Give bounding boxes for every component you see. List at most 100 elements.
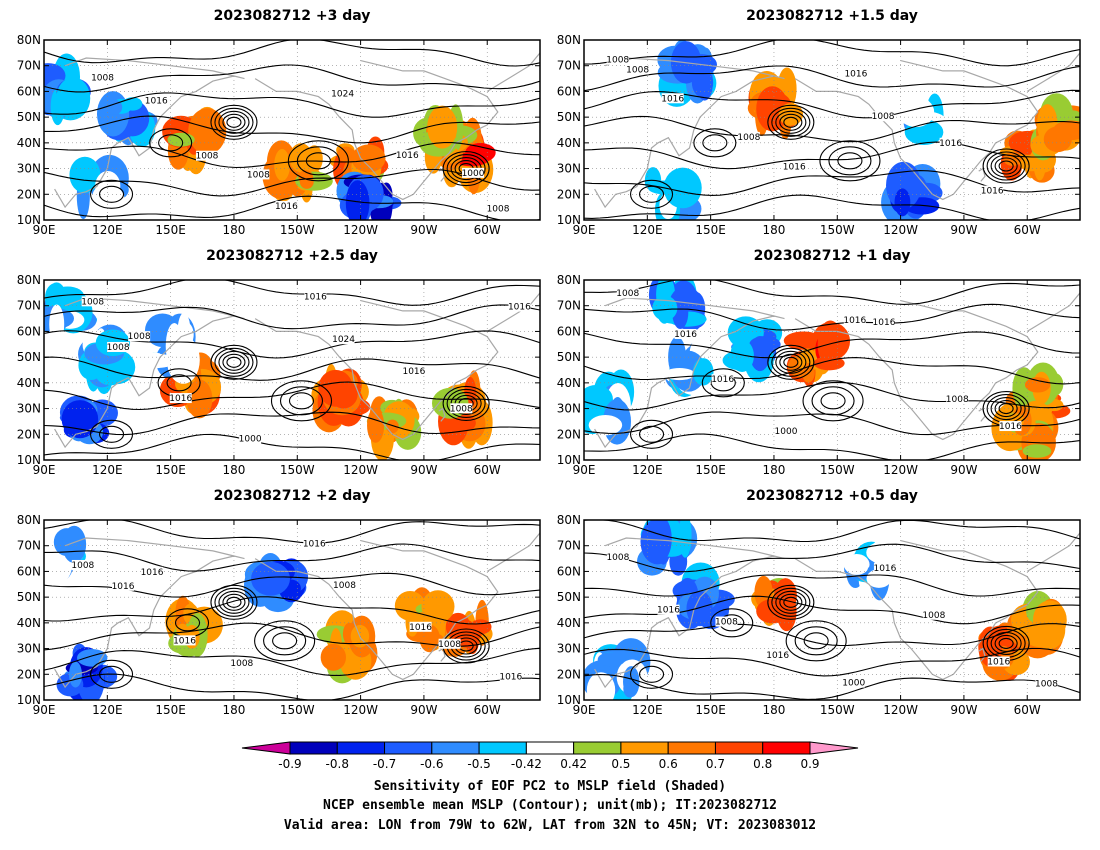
contour-label: 1000 bbox=[462, 169, 485, 179]
lon-tick-label: 120W bbox=[343, 703, 378, 717]
contour-label: 1008 bbox=[247, 170, 270, 180]
lat-tick-label: 20N bbox=[557, 427, 581, 441]
lon-tick-label: 120E bbox=[92, 463, 123, 477]
lon-tick-label: 150W bbox=[820, 463, 855, 477]
lat-tick-label: 50N bbox=[557, 110, 581, 124]
lat-tick-label: 20N bbox=[557, 187, 581, 201]
contour-label: 1016 bbox=[112, 582, 135, 592]
panel-frame bbox=[43, 39, 541, 221]
colorbar-swatch bbox=[289, 741, 338, 755]
panel-frame bbox=[583, 279, 1081, 461]
lat-tick-label: 80N bbox=[17, 273, 41, 287]
contour-label: 1008 bbox=[196, 152, 219, 162]
lon-tick-label: 120W bbox=[343, 463, 378, 477]
lon-tick-label: 90W bbox=[950, 223, 977, 237]
lon-tick-label: 90E bbox=[573, 223, 596, 237]
lon-tick-label: 90E bbox=[573, 463, 596, 477]
lon-tick-label: 90W bbox=[950, 703, 977, 717]
contour-label: 1024 bbox=[332, 335, 355, 345]
map-panel: 1008 1016 1016 1000 1016 1016 1008 1016 80N 70N 60… bbox=[557, 248, 1081, 477]
contour-labels: 1008 1016 1016 1000 1016 1016 1008 1016 bbox=[616, 288, 1022, 437]
lat-tick-label: 10N bbox=[17, 453, 41, 467]
lon-tick-label: 90W bbox=[410, 463, 437, 477]
lat-lon-grid bbox=[44, 520, 540, 700]
lon-tick-label: 120E bbox=[632, 223, 663, 237]
negative-sensitivity-shading bbox=[139, 306, 200, 384]
contour-label: 1016 bbox=[657, 606, 680, 616]
negative-sensitivity-shading bbox=[69, 154, 129, 220]
lat-tick-label: 80N bbox=[557, 33, 581, 47]
contour-labels: 1008 1016 1008 1008 1016 1024 1016 1000 1008 bbox=[91, 72, 510, 215]
colorbar-swatch bbox=[478, 741, 527, 755]
contour-label: 1016 bbox=[173, 636, 196, 646]
lon-tick-label: 90W bbox=[410, 703, 437, 717]
lon-tick-label: 150E bbox=[155, 223, 186, 237]
negative-sensitivity-shading bbox=[584, 638, 651, 700]
contour-labels: 1008 1016 1008 1016 1000 1016 1008 1016 1008 bbox=[606, 551, 1058, 689]
colorbar-swatch bbox=[573, 741, 622, 755]
colorbar-tick-label: -0.7 bbox=[373, 757, 396, 771]
lat-tick-label: 60N bbox=[17, 564, 41, 578]
contour-label: 1008 bbox=[946, 395, 969, 405]
lon-tick-label: 60W bbox=[474, 703, 501, 717]
panel-title: 2023082712 +2 day bbox=[214, 488, 371, 504]
contour-label: 1000 bbox=[775, 427, 798, 437]
lat-tick-label: 40N bbox=[557, 616, 581, 630]
contour-label: 1000 bbox=[239, 435, 262, 445]
lat-tick-label: 70N bbox=[557, 299, 581, 313]
panels-layer: 1008 1016 1008 1008 1016 1024 1016 1000 1008 80N 7… bbox=[17, 8, 1081, 717]
colorbar-tick-label: 0.42 bbox=[560, 757, 587, 771]
contour-label: 1016 bbox=[508, 303, 531, 313]
colorbar-swatch bbox=[336, 741, 386, 755]
lon-tick-label: 150W bbox=[280, 703, 315, 717]
lon-tick-label: 180 bbox=[223, 223, 246, 237]
lon-tick-label: 150E bbox=[695, 703, 726, 717]
positive-sensitivity-shading bbox=[311, 363, 371, 433]
negative-sensitivity-shading bbox=[44, 282, 98, 344]
lat-tick-label: 80N bbox=[557, 273, 581, 287]
lon-tick-label: 150E bbox=[155, 463, 186, 477]
negative-sensitivity-shading bbox=[722, 316, 783, 383]
lat-tick-label: 50N bbox=[17, 350, 41, 364]
lon-tick-label: 60W bbox=[474, 463, 501, 477]
colorbar: -0.9 -0.8 -0.7 -0.6 -0.5 -0.42 0.42 0.5 0.6 0.7 0.… bbox=[241, 741, 859, 771]
panel-frame bbox=[43, 279, 541, 461]
lat-tick-label: 10N bbox=[557, 453, 581, 467]
contour-label: 1008 bbox=[81, 297, 104, 307]
lon-tick-label: 120W bbox=[883, 223, 918, 237]
colorbar-tick-label: 0.6 bbox=[659, 757, 678, 771]
contour-label: 1016 bbox=[661, 94, 684, 104]
lat-lon-grid bbox=[44, 40, 540, 220]
lat-tick-label: 40N bbox=[557, 136, 581, 150]
contour-label: 1008 bbox=[737, 133, 760, 143]
panel-title: 2023082712 +1.5 day bbox=[746, 8, 918, 24]
contour-label: 1016 bbox=[783, 163, 806, 173]
panel-frame bbox=[583, 519, 1081, 701]
lat-tick-label: 30N bbox=[557, 642, 581, 656]
colorbar-swatch bbox=[667, 741, 716, 755]
caption-line-2: NCEP ensemble mean MSLP (Contour); unit(… bbox=[323, 798, 777, 813]
lat-tick-label: 40N bbox=[17, 136, 41, 150]
contour-label: 1016 bbox=[145, 96, 168, 106]
lon-tick-label: 120E bbox=[632, 463, 663, 477]
lat-tick-label: 50N bbox=[17, 590, 41, 604]
contour-label: 1008 bbox=[333, 581, 356, 591]
contour-label: 1008 bbox=[438, 640, 461, 650]
contour-label: 1008 bbox=[91, 74, 114, 84]
contour-label: 1008 bbox=[107, 343, 130, 353]
lat-tick-label: 40N bbox=[557, 376, 581, 390]
lon-tick-label: 150E bbox=[695, 223, 726, 237]
lon-tick-label: 120E bbox=[92, 703, 123, 717]
contour-label: 1016 bbox=[141, 568, 164, 578]
contour-label: 1016 bbox=[873, 564, 896, 574]
lon-tick-label: 150W bbox=[280, 463, 315, 477]
lon-tick-label: 120W bbox=[343, 223, 378, 237]
lon-tick-label: 120E bbox=[92, 223, 123, 237]
panel-title: 2023082712 +1 day bbox=[754, 248, 911, 264]
colorbar-tick-label: -0.5 bbox=[467, 757, 490, 771]
contour-label: 1008 bbox=[606, 56, 629, 66]
contour-label: 1008 bbox=[487, 205, 510, 215]
lon-tick-label: 90E bbox=[33, 223, 56, 237]
